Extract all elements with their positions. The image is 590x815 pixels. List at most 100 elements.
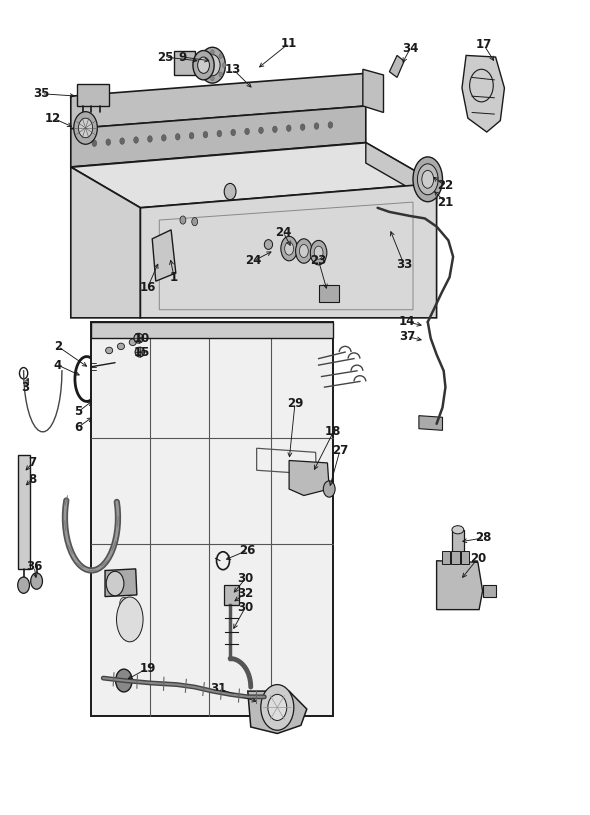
Text: 1: 1 [170, 271, 178, 284]
Ellipse shape [219, 54, 222, 59]
Ellipse shape [245, 128, 250, 134]
Polygon shape [483, 585, 496, 597]
Polygon shape [462, 55, 504, 132]
Ellipse shape [135, 347, 145, 357]
Text: 37: 37 [399, 330, 415, 343]
Ellipse shape [219, 72, 222, 77]
Text: 33: 33 [396, 258, 412, 271]
Ellipse shape [117, 614, 125, 625]
Ellipse shape [418, 164, 438, 195]
Ellipse shape [296, 239, 312, 263]
Ellipse shape [413, 156, 442, 201]
Ellipse shape [422, 170, 434, 188]
Ellipse shape [148, 135, 152, 142]
Ellipse shape [203, 131, 208, 138]
Ellipse shape [106, 571, 124, 596]
Ellipse shape [273, 126, 277, 133]
Polygon shape [18, 455, 30, 569]
Ellipse shape [300, 124, 305, 130]
Text: 12: 12 [45, 112, 61, 125]
Polygon shape [224, 585, 239, 605]
Ellipse shape [92, 140, 97, 147]
Text: 16: 16 [139, 281, 156, 294]
Ellipse shape [117, 343, 124, 350]
Text: 26: 26 [240, 544, 256, 557]
Text: 17: 17 [476, 38, 492, 51]
Polygon shape [71, 143, 437, 208]
Text: 14: 14 [399, 315, 415, 328]
Text: 13: 13 [225, 63, 241, 76]
Ellipse shape [18, 577, 30, 593]
Ellipse shape [231, 130, 235, 136]
Text: 11: 11 [281, 37, 297, 50]
Text: 27: 27 [332, 444, 348, 457]
Polygon shape [363, 69, 384, 112]
Ellipse shape [224, 183, 236, 200]
Ellipse shape [162, 134, 166, 141]
Ellipse shape [116, 669, 132, 692]
Text: 28: 28 [476, 531, 492, 544]
Ellipse shape [175, 134, 180, 140]
Polygon shape [461, 551, 469, 564]
Text: 9: 9 [179, 51, 187, 64]
Ellipse shape [192, 218, 198, 226]
Ellipse shape [189, 133, 194, 139]
Polygon shape [437, 561, 483, 610]
Ellipse shape [74, 112, 97, 144]
Ellipse shape [199, 63, 202, 68]
Ellipse shape [281, 236, 297, 261]
Ellipse shape [106, 347, 113, 354]
Polygon shape [71, 167, 140, 318]
Ellipse shape [211, 76, 214, 81]
Ellipse shape [202, 54, 206, 59]
Ellipse shape [116, 597, 143, 642]
Ellipse shape [31, 573, 42, 589]
Polygon shape [91, 322, 333, 338]
Polygon shape [105, 569, 137, 597]
Text: 18: 18 [325, 425, 342, 438]
Text: 30: 30 [237, 601, 254, 614]
Text: 34: 34 [402, 42, 418, 55]
Text: 23: 23 [310, 254, 327, 267]
Ellipse shape [120, 597, 128, 609]
Text: 4: 4 [54, 359, 62, 372]
Ellipse shape [299, 244, 309, 258]
Text: 31: 31 [210, 682, 227, 695]
Ellipse shape [314, 123, 319, 130]
Polygon shape [71, 106, 366, 167]
Text: 24: 24 [275, 226, 291, 239]
Polygon shape [452, 530, 464, 558]
Ellipse shape [258, 127, 263, 134]
Ellipse shape [180, 216, 186, 224]
Text: 7: 7 [28, 456, 37, 469]
Ellipse shape [129, 339, 136, 346]
Polygon shape [152, 230, 176, 281]
Ellipse shape [106, 139, 111, 145]
Polygon shape [77, 84, 109, 106]
Polygon shape [174, 51, 195, 75]
Ellipse shape [452, 526, 464, 534]
Polygon shape [366, 143, 437, 204]
Ellipse shape [111, 581, 119, 593]
Polygon shape [442, 551, 450, 564]
Ellipse shape [134, 333, 143, 343]
Ellipse shape [222, 63, 226, 68]
Text: 24: 24 [245, 254, 262, 267]
Text: 8: 8 [28, 473, 37, 486]
Polygon shape [419, 416, 442, 430]
Polygon shape [71, 73, 366, 129]
Text: 32: 32 [237, 587, 254, 600]
Ellipse shape [78, 118, 93, 138]
Polygon shape [319, 285, 339, 302]
Text: 19: 19 [139, 662, 156, 675]
Ellipse shape [314, 246, 323, 259]
Text: 35: 35 [33, 87, 50, 100]
Polygon shape [289, 460, 329, 496]
Ellipse shape [217, 130, 222, 137]
Text: 2: 2 [54, 340, 62, 353]
Ellipse shape [328, 121, 333, 128]
Ellipse shape [199, 47, 225, 83]
Text: 3: 3 [21, 381, 29, 394]
Text: 15: 15 [133, 346, 150, 359]
Polygon shape [248, 691, 307, 734]
